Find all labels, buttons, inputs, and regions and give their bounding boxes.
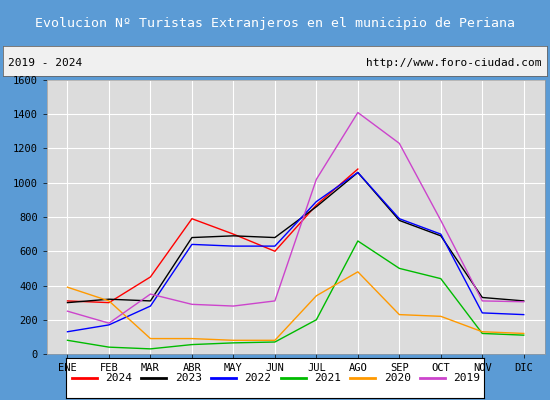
Text: 2024: 2024 [105, 373, 132, 383]
Text: 2023: 2023 [175, 373, 202, 383]
Text: 2020: 2020 [384, 373, 411, 383]
Text: Evolucion Nº Turistas Extranjeros en el municipio de Periana: Evolucion Nº Turistas Extranjeros en el … [35, 16, 515, 30]
Text: http://www.foro-ciudad.com: http://www.foro-ciudad.com [366, 58, 542, 68]
Text: 2022: 2022 [244, 373, 271, 383]
Text: 2019: 2019 [453, 373, 480, 383]
Text: 2021: 2021 [314, 373, 341, 383]
Text: 2019 - 2024: 2019 - 2024 [8, 58, 82, 68]
